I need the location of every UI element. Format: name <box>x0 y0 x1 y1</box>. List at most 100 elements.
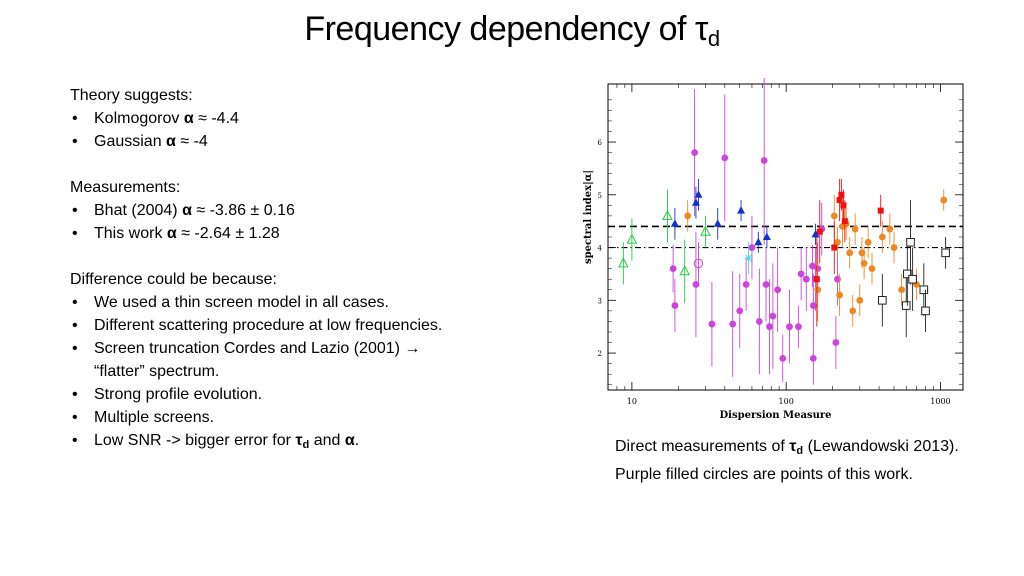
data-point <box>838 191 845 198</box>
data-point <box>766 323 773 331</box>
data-point <box>762 232 771 240</box>
data-point <box>736 307 744 315</box>
data-point <box>878 233 886 241</box>
data-point <box>868 265 876 273</box>
x-axis-label: Dispersion Measure <box>719 410 831 420</box>
this-work-label: This work <box>94 225 167 242</box>
data-point <box>830 212 838 220</box>
x-tick-label: 100 <box>779 397 794 406</box>
data-point <box>693 258 704 269</box>
y-axis-label: spectral index|α| <box>583 170 594 264</box>
gaussian-value: ≈ -4 <box>175 133 208 150</box>
data-point <box>836 197 843 204</box>
data-point <box>691 198 700 206</box>
y-tick-label: 2 <box>598 350 602 358</box>
data-point <box>846 249 854 257</box>
difference-item: Strong profile evolution. <box>70 383 540 406</box>
data-point <box>774 286 782 294</box>
kolmogorov-value: ≈ -4.4 <box>193 110 239 127</box>
data-point <box>834 238 841 246</box>
gaussian-label: Gaussian <box>94 133 167 150</box>
data-point <box>832 339 840 346</box>
x-tick-label: 10 <box>627 397 637 406</box>
bhat-alpha: α <box>182 202 192 219</box>
data-point <box>814 286 822 294</box>
difference-item: Different scattering procedure at low fr… <box>70 314 540 337</box>
kolmogorov-label: Kolmogorov <box>94 110 184 127</box>
data-point <box>831 244 838 251</box>
data-point <box>618 257 629 268</box>
y-tick-label: 6 <box>598 139 603 147</box>
data-point <box>748 244 756 251</box>
data-point <box>669 265 677 273</box>
data-point <box>921 306 930 316</box>
figure-caption: Direct measurements of τd (Lewandowski 2… <box>615 435 975 486</box>
data-point <box>679 265 691 276</box>
difference-item: We used a thin screen model in all cases… <box>70 291 540 314</box>
data-point <box>794 323 802 331</box>
y-tick-label: 3 <box>598 297 602 305</box>
data-point <box>762 281 770 288</box>
data-point <box>769 312 777 320</box>
snr-prefix: Low SNR -> bigger error for <box>94 432 296 449</box>
snr-tau: τ <box>295 432 303 449</box>
data-point <box>901 301 911 310</box>
theory-item-gaussian: Gaussian α ≈ -4 <box>70 130 540 153</box>
snr-alpha: α <box>344 432 355 449</box>
difference-item-line2: “flatter” spectrum. <box>94 363 220 380</box>
data-point <box>744 254 753 263</box>
data-point <box>919 285 929 295</box>
data-point <box>906 237 915 247</box>
measurement-item-this-work: This work α ≈ -2.64 ± 1.28 <box>70 222 540 245</box>
data-point <box>836 291 844 299</box>
data-point <box>692 281 700 288</box>
caption-tau: τ <box>789 438 797 455</box>
caption-tau-sub: d <box>796 445 804 457</box>
left-text-block: Theory suggests: Kolmogorov α ≈ -4.4 Gau… <box>70 84 540 457</box>
data-point <box>856 296 864 304</box>
data-point <box>737 206 746 214</box>
data-point <box>786 323 793 331</box>
difference-heading: Difference could be because: <box>70 271 277 288</box>
plot-frame <box>607 83 964 391</box>
data-point <box>903 269 912 279</box>
measurements-heading: Measurements: <box>70 179 181 196</box>
difference-item-line1: Screen truncation Cordes and Lazio (2001… <box>94 340 421 357</box>
data-point <box>878 296 887 305</box>
scatter-chart: 10 100 1000 2 3 4 5 6 Dispersion Measure spectral… <box>578 78 970 420</box>
snr-mid: and <box>309 432 345 449</box>
difference-item: Multiple screens. <box>70 406 540 429</box>
data-point <box>700 225 711 236</box>
data-point <box>841 218 848 225</box>
difference-item: Screen truncation Cordes and Lazio (2001… <box>70 337 540 383</box>
data-point <box>809 302 817 309</box>
bhat-label: Bhat (2004) <box>94 202 183 219</box>
data-point <box>864 238 872 246</box>
y-tick-label: 5 <box>598 192 602 200</box>
this-work-alpha: α <box>166 225 177 242</box>
data-point <box>851 225 859 233</box>
data-point <box>813 276 820 283</box>
data-point <box>684 212 692 220</box>
data-point <box>811 229 820 238</box>
kolmogorov-alpha: α <box>183 110 194 127</box>
data-point <box>713 219 722 227</box>
bhat-value: ≈ -3.86 ± 0.16 <box>191 202 295 219</box>
data-point <box>849 307 857 315</box>
data-point <box>877 207 884 214</box>
data-point <box>809 262 816 270</box>
data-point <box>802 275 810 283</box>
data-point <box>670 219 679 227</box>
data-point <box>898 286 906 294</box>
x-tick-label: 1000 <box>930 397 950 406</box>
snr-end: . <box>354 432 360 449</box>
data-point <box>691 149 699 156</box>
theory-heading: Theory suggests: <box>70 87 193 104</box>
data-point <box>840 202 847 209</box>
data-point <box>890 244 898 251</box>
data-point <box>940 196 948 204</box>
data-point <box>760 157 768 164</box>
data-point <box>742 281 750 288</box>
data-point <box>797 270 805 278</box>
data-point <box>729 320 737 328</box>
